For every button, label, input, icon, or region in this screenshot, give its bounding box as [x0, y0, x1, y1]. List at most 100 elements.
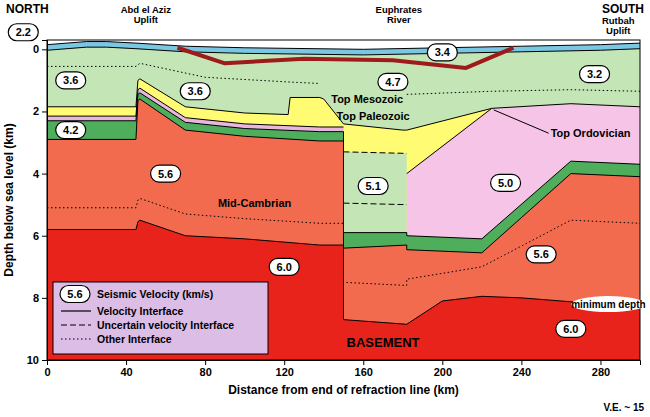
y-tick-mark — [42, 174, 47, 175]
velocity-label: 3.4 — [435, 46, 451, 58]
x-tick-label: 80 — [200, 366, 212, 378]
cross-section-svg: 0 40 80 120 160 200 240 280 0 2 4 6 8 10 Distance from… — [0, 0, 650, 417]
legend-line-sample — [61, 310, 91, 311]
x-tick: 160 — [355, 360, 373, 378]
velocity-label: 5.6 — [67, 288, 82, 300]
velocity-box — [491, 174, 521, 191]
velocity-box — [56, 122, 86, 139]
x-tick-mark — [363, 360, 364, 365]
annotations: Top Mesozoic Top Paleozoic Top Ordovician M… — [218, 93, 646, 350]
velocity-box — [556, 320, 586, 337]
legend-label: Other Interface — [97, 333, 172, 345]
velocity-box — [269, 258, 299, 275]
velocity-label: 5.6 — [158, 168, 173, 180]
velocity-label: 2.2 — [16, 26, 31, 38]
annotation-background — [571, 296, 645, 312]
x-tick: 0 — [44, 360, 50, 378]
x-tick-label: 240 — [513, 366, 531, 378]
velocity-box — [151, 165, 181, 182]
velocity-box — [580, 66, 610, 83]
plot-background — [47, 40, 640, 360]
y-tick-label: 2 — [33, 105, 39, 117]
x-tick-mark — [126, 360, 127, 365]
x-tick-label: 0 — [44, 366, 50, 378]
layer-fill — [47, 47, 640, 360]
legend-line-sample — [61, 338, 91, 339]
layer-fill — [47, 99, 640, 360]
y-tick-label: 4 — [33, 168, 40, 180]
velocity-box — [378, 73, 408, 90]
y-tick: 6 — [33, 230, 47, 242]
y-tick: 4 — [33, 168, 47, 180]
x-tick: 280 — [592, 360, 610, 378]
y-tick-label: 8 — [33, 292, 39, 304]
x-axis: 0 40 80 120 160 200 240 280 — [44, 360, 640, 378]
velocity-label: 5.6 — [534, 248, 549, 260]
velocity-label: 3.6 — [63, 74, 78, 86]
direction-label: NORTH — [6, 2, 49, 16]
x-axis-title: Distance from end of refraction line (km… — [228, 383, 459, 397]
annotation-label: Mid-Cambrian — [218, 197, 292, 209]
place-label: Uplift — [606, 25, 631, 36]
plot-frame — [47, 40, 640, 360]
place-label: River — [387, 14, 411, 25]
legend-line-sample — [61, 324, 91, 325]
footnote: V.E. ~ 15 — [604, 402, 645, 413]
annotation-label: Top Ordovician — [551, 127, 631, 139]
y-tick-mark — [42, 236, 47, 237]
legend: 5.6 Seismic Velocity (km/s) Velocity Inter… — [53, 282, 268, 354]
interface-line — [47, 198, 640, 285]
annotation-pointer — [494, 110, 549, 133]
velocity-label: 3.6 — [188, 85, 203, 97]
annotation-label: Top Mesozoic — [331, 93, 403, 105]
y-tick-mark — [42, 111, 47, 112]
annotation-label: minimum depth — [571, 299, 645, 310]
y-tick-label: 0 — [33, 43, 39, 55]
velocity-box — [427, 44, 457, 61]
x-tick-label: 120 — [276, 366, 294, 378]
y-axis-title: Depth below sea level (km) — [2, 123, 16, 276]
legend-label: Seismic Velocity (km/s) — [97, 288, 213, 300]
legend-label: Velocity Interface — [97, 305, 184, 317]
layer-top-interface — [47, 47, 640, 55]
x-axis-line — [48, 361, 641, 366]
velocity-labels: 2.2 3.6 3.4 4.7 3.2 4.2 3.6 5.1 5.0 5.6 5.6 6.0 6.0 — [8, 24, 609, 338]
velocity-label: 6.0 — [277, 261, 292, 273]
velocity-label: 5.0 — [498, 177, 513, 189]
x-tick-mark — [205, 360, 206, 365]
x-tick-label: 200 — [434, 366, 452, 378]
x-tick-label: 160 — [355, 366, 373, 378]
y-axis: 0 2 4 6 8 10 — [27, 41, 48, 367]
annotation-label: BASEMENT — [347, 335, 420, 350]
y-tick-mark — [42, 49, 47, 50]
legend-box — [53, 282, 268, 354]
layer-fill — [47, 93, 640, 360]
velocity-box — [526, 246, 556, 263]
x-tick-mark — [442, 360, 443, 365]
legend-label: Uncertain velocity Interface — [97, 319, 234, 331]
y-tick-mark — [42, 360, 47, 361]
interface-line — [407, 90, 640, 95]
layer-fill — [47, 220, 640, 360]
x-tick-label: 280 — [592, 366, 610, 378]
velocity-box — [180, 83, 210, 100]
velocity-label: 6.0 — [563, 323, 578, 335]
x-tick: 40 — [120, 360, 132, 378]
plot-area — [47, 40, 640, 360]
direction-label: SOUTH — [602, 2, 644, 16]
interface-line — [47, 63, 320, 83]
velocity-label: 5.1 — [366, 180, 381, 192]
velocity-label: 3.2 — [587, 68, 602, 80]
x-tick: 120 — [276, 360, 294, 378]
place-label: Uplift — [134, 14, 159, 25]
annotation-label: Top Paleozoic — [337, 110, 410, 122]
interface-line — [177, 48, 513, 68]
x-tick-mark — [600, 360, 601, 365]
velocity-label: 4.7 — [385, 76, 400, 88]
velocity-label: 4.2 — [63, 124, 78, 136]
y-tick: 10 — [27, 354, 47, 366]
y-tick-mark — [42, 298, 47, 299]
x-tick: 80 — [200, 360, 212, 378]
x-tick-label: 40 — [120, 366, 132, 378]
x-tick: 240 — [513, 360, 531, 378]
